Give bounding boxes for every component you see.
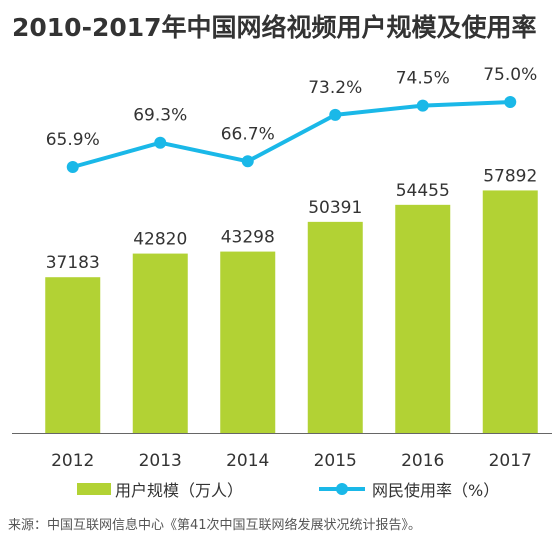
x-tick-label: 2015 <box>314 451 357 471</box>
line-value-label: 69.3% <box>133 106 187 126</box>
line-labels: 65.9% 69.3% 66.7% 73.2% 74.5% 75.0% <box>46 65 538 150</box>
line-value-label: 66.7% <box>221 124 275 144</box>
bar-labels: 37183 42820 43298 50391 54455 57892 <box>46 166 538 273</box>
legend: 用户规模（万人） 网民使用率（%） <box>77 481 499 500</box>
bar-value-label: 50391 <box>308 198 362 218</box>
x-tick-label: 2014 <box>226 451 269 471</box>
line-series <box>72 100 511 169</box>
line-value-label: 75.0% <box>483 65 537 85</box>
bar-2013 <box>132 253 188 433</box>
line-value-label: 73.2% <box>308 78 362 98</box>
bar-series <box>45 190 538 433</box>
chart-title: 2010-2017年中国网络视频用户规模及使用率 <box>12 13 537 42</box>
x-tick-label: 2012 <box>51 451 94 471</box>
line-point-2012 <box>66 161 79 173</box>
line-point-2014 <box>241 155 254 168</box>
legend-line-marker <box>336 483 348 495</box>
x-tick-label: 2016 <box>401 451 444 471</box>
line-value-label: 65.9% <box>46 130 100 150</box>
line-point-2017 <box>504 96 517 109</box>
bar-2015 <box>307 221 363 433</box>
line-point-2015 <box>329 108 342 121</box>
line-point-2013 <box>154 136 167 149</box>
line-point-2016 <box>416 99 429 112</box>
bar-value-label: 57892 <box>483 166 537 186</box>
bar-value-label: 37183 <box>46 253 100 273</box>
bar-value-label: 42820 <box>133 230 187 250</box>
x-tick-label: 2013 <box>139 451 182 471</box>
line-value-label: 74.5% <box>396 69 450 89</box>
line-points <box>66 96 517 173</box>
bar-2014 <box>220 251 276 433</box>
x-tick-label: 2017 <box>489 451 532 471</box>
x-axis-tick-labels: 2012 2013 2014 2015 2016 2017 <box>51 451 532 471</box>
bar-value-label: 43298 <box>221 228 275 248</box>
legend-bar-label: 用户规模（万人） <box>115 481 243 500</box>
source-note: 来源：中国互联网信息中心《第41次中国互联网络发展状况统计报告》。 <box>8 518 422 533</box>
bar-2016 <box>395 204 451 433</box>
bar-value-label: 54455 <box>396 181 450 201</box>
bar-2017 <box>482 190 538 433</box>
legend-bar-swatch <box>77 483 111 495</box>
legend-line-label: 网民使用率（%） <box>372 481 499 500</box>
bar-2012 <box>45 277 101 433</box>
